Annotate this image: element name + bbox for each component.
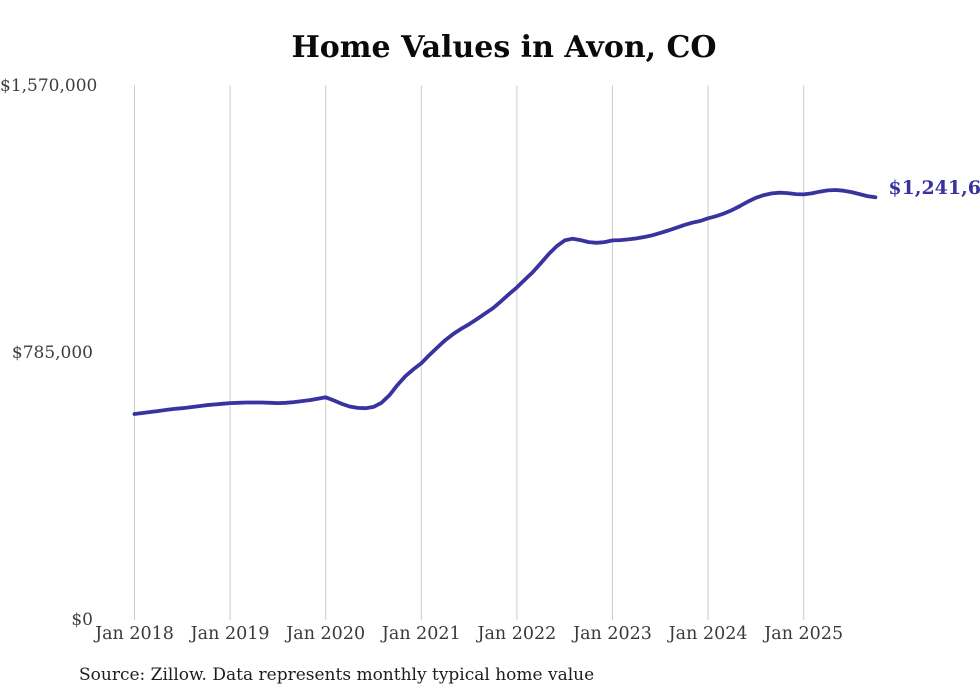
x-tick-label-jan-2022: Jan 2022 (477, 624, 557, 644)
x-tick-label-jan-2025: Jan 2025 (764, 624, 844, 644)
current-value-label: $1,241,684 (888, 177, 980, 200)
source-note: Source: Zillow. Data represents monthly … (79, 665, 595, 685)
x-tick-label-jan-2023: Jan 2023 (573, 624, 652, 644)
y-tick-label-1570000: $1,570,000 (0, 75, 98, 96)
x-tick-label-jan-2019: Jan 2019 (190, 624, 270, 644)
x-tick-label-jan-2024: Jan 2024 (668, 624, 748, 644)
page-title: Home Values in Avon, CO (291, 30, 717, 65)
x-tick-label-jan-2018: Jan 2018 (95, 624, 174, 644)
value-line (132, 188, 878, 416)
y-tick-label-0: $0 (71, 610, 93, 630)
y-tick-label-785000: $785,000 (11, 342, 93, 363)
x-tick-label-jan-2021: Jan 2021 (381, 624, 461, 644)
x-tick-label-jan-2020: Jan 2020 (286, 624, 366, 644)
